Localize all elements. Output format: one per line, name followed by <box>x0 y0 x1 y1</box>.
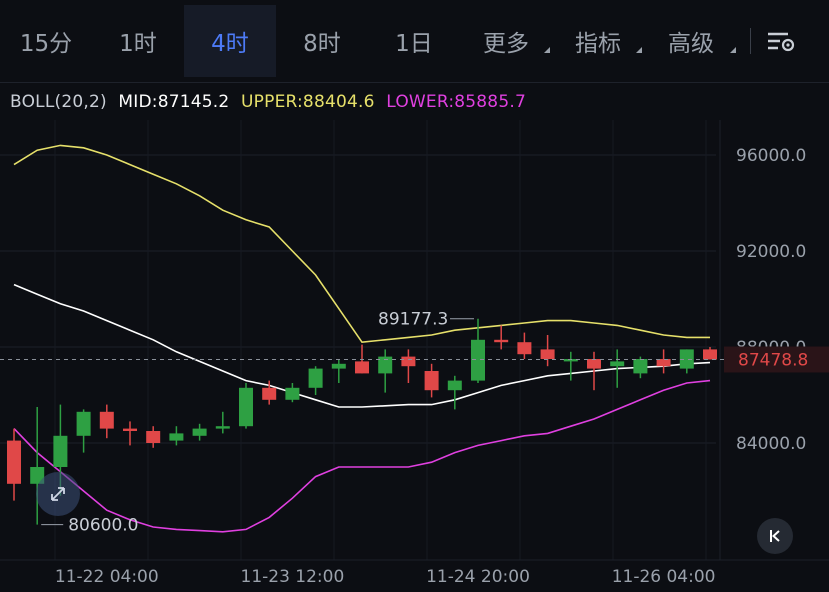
tab-label: 1时 <box>119 31 157 57</box>
candle-body <box>378 356 393 374</box>
y-tick-label: 92000.0 <box>736 242 806 262</box>
candle-body <box>192 428 207 436</box>
candle-body <box>656 359 671 367</box>
y-tick-label: 84000.0 <box>736 434 806 454</box>
candle-body <box>169 433 184 441</box>
tab-3[interactable]: 8时 <box>276 5 368 77</box>
tab-label: 8时 <box>303 31 341 57</box>
candle-body <box>215 426 230 429</box>
candle-body <box>517 342 532 355</box>
skip-to-end-icon <box>770 530 780 542</box>
dropdown-caret-icon <box>636 47 642 53</box>
x-tick-label: 11-23 12:00 <box>241 567 345 587</box>
dropdown-caret-icon <box>730 47 736 53</box>
candle-body <box>610 361 625 367</box>
low-price-label: 80600.0 <box>68 516 138 536</box>
candle-body <box>471 339 485 381</box>
candle-body <box>123 428 137 431</box>
tab-divider <box>750 28 751 54</box>
current-price-label: 87478.8 <box>738 351 808 371</box>
boll-mid-value: MID:87145.2 <box>118 92 230 112</box>
candle-body <box>53 435 68 467</box>
boll-indicator-readout: BOLL(20,2) MID:87145.2 UPPER:88404.6 LOW… <box>10 92 532 112</box>
tab-4[interactable]: 1日 <box>368 5 460 77</box>
boll-upper-line <box>13 144 710 344</box>
candle-body <box>146 431 161 443</box>
candle-body <box>99 411 114 429</box>
candle-body <box>331 363 346 369</box>
tab-label: 15分 <box>19 31 73 57</box>
tab-label: 1日 <box>395 31 433 57</box>
candle-body <box>262 387 277 400</box>
candle-body <box>76 411 91 436</box>
boll-upper-value: UPPER:88404.6 <box>241 92 375 112</box>
dropdown-caret-icon <box>544 47 550 53</box>
candlestick-chart[interactable]: 96000.092000.088000.084000.087478.889177… <box>0 120 829 592</box>
candle-body <box>285 387 300 400</box>
tab-0[interactable]: 15分 <box>0 5 92 77</box>
expand-chart-button[interactable] <box>36 472 80 516</box>
tab-7[interactable]: 高级 <box>644 5 738 77</box>
boll-lower-line <box>13 379 711 533</box>
candle-body <box>494 339 509 343</box>
candle-body <box>239 387 253 427</box>
tab-label: 指标 <box>575 31 621 57</box>
candle-body <box>424 371 439 391</box>
boll-lower-value: LOWER:85885.7 <box>386 92 526 112</box>
y-tick-label: 96000.0 <box>736 146 806 166</box>
candle-body <box>563 359 578 362</box>
scroll-to-latest-button[interactable] <box>757 518 793 554</box>
boll-name: BOLL(20,2) <box>10 92 107 112</box>
current-price-tag <box>724 346 829 373</box>
chart-settings-button[interactable] <box>757 5 805 77</box>
x-tick-label: 11-24 20:00 <box>426 567 530 587</box>
candle-body <box>587 359 601 369</box>
candle-body <box>7 440 21 484</box>
x-tick-label: 11-26 04:00 <box>612 567 716 587</box>
candle-body <box>447 380 462 391</box>
candle-body <box>633 359 648 374</box>
candle-body <box>355 361 369 374</box>
tab-2[interactable]: 4时 <box>184 5 276 77</box>
x-tick-label: 11-22 04:00 <box>55 567 159 587</box>
candle-body <box>401 356 416 367</box>
candle-body <box>679 349 694 369</box>
candle-body <box>703 349 717 360</box>
candle-body <box>540 349 555 359</box>
tab-5[interactable]: 更多 <box>460 5 552 77</box>
tab-label: 更多 <box>483 31 529 57</box>
candle-body <box>308 368 323 388</box>
tab-6[interactable]: 指标 <box>552 5 644 77</box>
tab-label: 4时 <box>211 31 249 57</box>
tab-label: 高级 <box>668 31 714 57</box>
diagonal-arrows-icon <box>51 487 65 501</box>
timeframe-tabs: 15分 1时 4时 8时 1日 更多 指标 高级 <box>0 0 829 83</box>
tab-1[interactable]: 1时 <box>92 5 184 77</box>
high-price-label: 89177.3 <box>378 310 448 330</box>
settings-icon <box>768 32 795 52</box>
